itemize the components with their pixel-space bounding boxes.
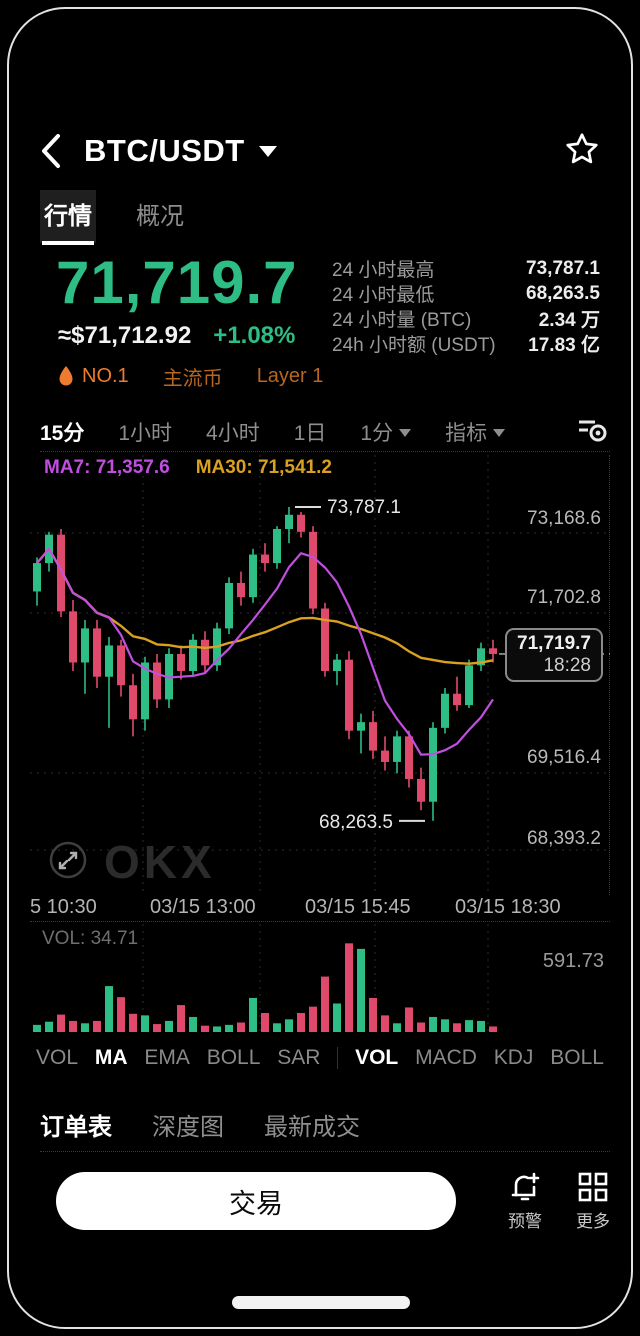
tab-overview[interactable]: 概况 (136, 203, 184, 230)
ind-ma[interactable]: MA (94, 1046, 128, 1069)
y-axis-label: 71,702.8 (527, 587, 601, 608)
okx-logo: OKX (104, 836, 216, 888)
stat-row: 24 小时量 (BTC) 2.34 万 (332, 310, 600, 331)
tf-more-dropdown[interactable]: 1分 (360, 417, 412, 447)
last-price: 71,719.7 (56, 249, 298, 316)
stat-row: 24h 小时额 (USDT) 17.83 亿 (332, 335, 600, 356)
volume-svg (33, 924, 497, 1036)
ma30-label: MA30: 71,541.2 (195, 457, 332, 478)
price-subline: ≈$71,712.92 +1.08% (58, 322, 295, 350)
alert-button[interactable]: 预警 (508, 1171, 542, 1232)
vol-axis-label: 591.73 (542, 950, 604, 972)
more-button[interactable]: 更多 (576, 1171, 610, 1232)
stat-row: 24 小时最低 68,263.5 (332, 282, 600, 307)
pair-title[interactable]: BTC/USDT (84, 133, 245, 168)
tf-1d[interactable]: 1日 (293, 421, 327, 445)
ind-sar[interactable]: SAR (277, 1046, 321, 1069)
x-axis-label: 03/15 18:30 (455, 896, 561, 918)
candlestick-chart[interactable]: MA7: 71,357.6 MA30: 71,541.2 73,787.1 68,… (30, 455, 610, 895)
indicator-dropdown[interactable]: 指标 (445, 417, 506, 447)
ind-boll[interactable]: BOLL (206, 1046, 261, 1069)
category-badge-layer1[interactable]: Layer 1 (256, 365, 324, 387)
header: BTC/USDT (40, 126, 600, 176)
volume-pane[interactable]: VOL: 34.71 591.73 (30, 924, 610, 1036)
home-indicator[interactable] (232, 1296, 410, 1309)
svg-text:68,263.5: 68,263.5 (319, 812, 393, 833)
change-percent: +1.08% (213, 322, 296, 349)
category-badge-mainstream[interactable]: 主流币 (162, 368, 223, 390)
watermark: OKX (48, 835, 216, 889)
last-price-tag: 71,719.7 18:28 (505, 627, 603, 682)
back-icon[interactable] (40, 131, 70, 171)
chart-settings-icon[interactable] (576, 414, 610, 449)
ind-boll2[interactable]: BOLL (550, 1046, 604, 1069)
candles-svg: 73,787.1 68,263.5 (30, 455, 610, 895)
svg-text:73,787.1: 73,787.1 (327, 497, 401, 518)
timeframe-toolbar: 15分 1小时 4小时 1日 1分 指标 (40, 412, 610, 452)
flame-icon (59, 365, 73, 385)
pair-dropdown-icon[interactable] (258, 145, 277, 157)
orderbook-tabs: 订单表 深度图 最新成交 (40, 1098, 610, 1152)
ind-macd[interactable]: MACD (415, 1046, 477, 1069)
tab-latest-trades[interactable]: 最新成交 (264, 1114, 360, 1141)
expand-icon[interactable] (48, 840, 88, 885)
divider (337, 1047, 339, 1069)
indicator-row: VOL MA EMA BOLL SAR VOL MACD KDJ BOLL (36, 1038, 604, 1078)
tab-quotes[interactable]: 行情 (40, 190, 96, 245)
tf-15m[interactable]: 15分 (40, 421, 85, 445)
y-axis-label: 68,393.2 (527, 828, 601, 849)
favorite-star-icon[interactable] (564, 131, 600, 172)
chevron-down-icon (493, 428, 506, 437)
chevron-down-icon (399, 428, 412, 437)
ind-vol[interactable]: VOL (36, 1046, 79, 1069)
bell-plus-icon (511, 1172, 540, 1200)
fiat-price: ≈$71,712.92 (58, 322, 192, 349)
grid-icon (578, 1172, 608, 1201)
badge-row: NO.1 主流币 Layer 1 (58, 362, 323, 391)
y-axis-label: 69,516.4 (527, 747, 601, 768)
x-axis-label: 03/15 13:00 (150, 896, 256, 918)
market-tabs: 行情 概况 (40, 190, 188, 245)
ind-ema[interactable]: EMA (144, 1046, 190, 1069)
time-axis: 5 10:30 03/15 13:00 03/15 15:45 03/15 18… (30, 894, 610, 922)
tab-depth-chart[interactable]: 深度图 (152, 1114, 224, 1141)
stats-panel: 24 小时最高 73,787.1 24 小时最低 68,263.5 24 小时量 (… (332, 256, 600, 357)
stat-row: 24 小时最高 73,787.1 (332, 257, 600, 282)
tf-4h[interactable]: 4小时 (206, 421, 260, 445)
trade-button[interactable]: 交易 (56, 1172, 456, 1230)
rank-badge[interactable]: NO.1 (58, 365, 129, 388)
tf-1h[interactable]: 1小时 (118, 421, 173, 445)
y-axis-label: 73,168.6 (527, 508, 601, 529)
x-axis-label: 5 10:30 (30, 896, 97, 918)
vol-value-label: VOL: 34.71 (42, 928, 139, 949)
ma7-label: MA7: 71,357.6 (44, 457, 170, 478)
tab-order-book[interactable]: 订单表 (40, 1114, 112, 1141)
ind-kdj[interactable]: KDJ (493, 1046, 534, 1069)
action-bar: 交易 预警 更多 (40, 1163, 610, 1239)
x-axis-label: 03/15 15:45 (305, 896, 411, 918)
ind-vol2[interactable]: VOL (355, 1046, 399, 1069)
